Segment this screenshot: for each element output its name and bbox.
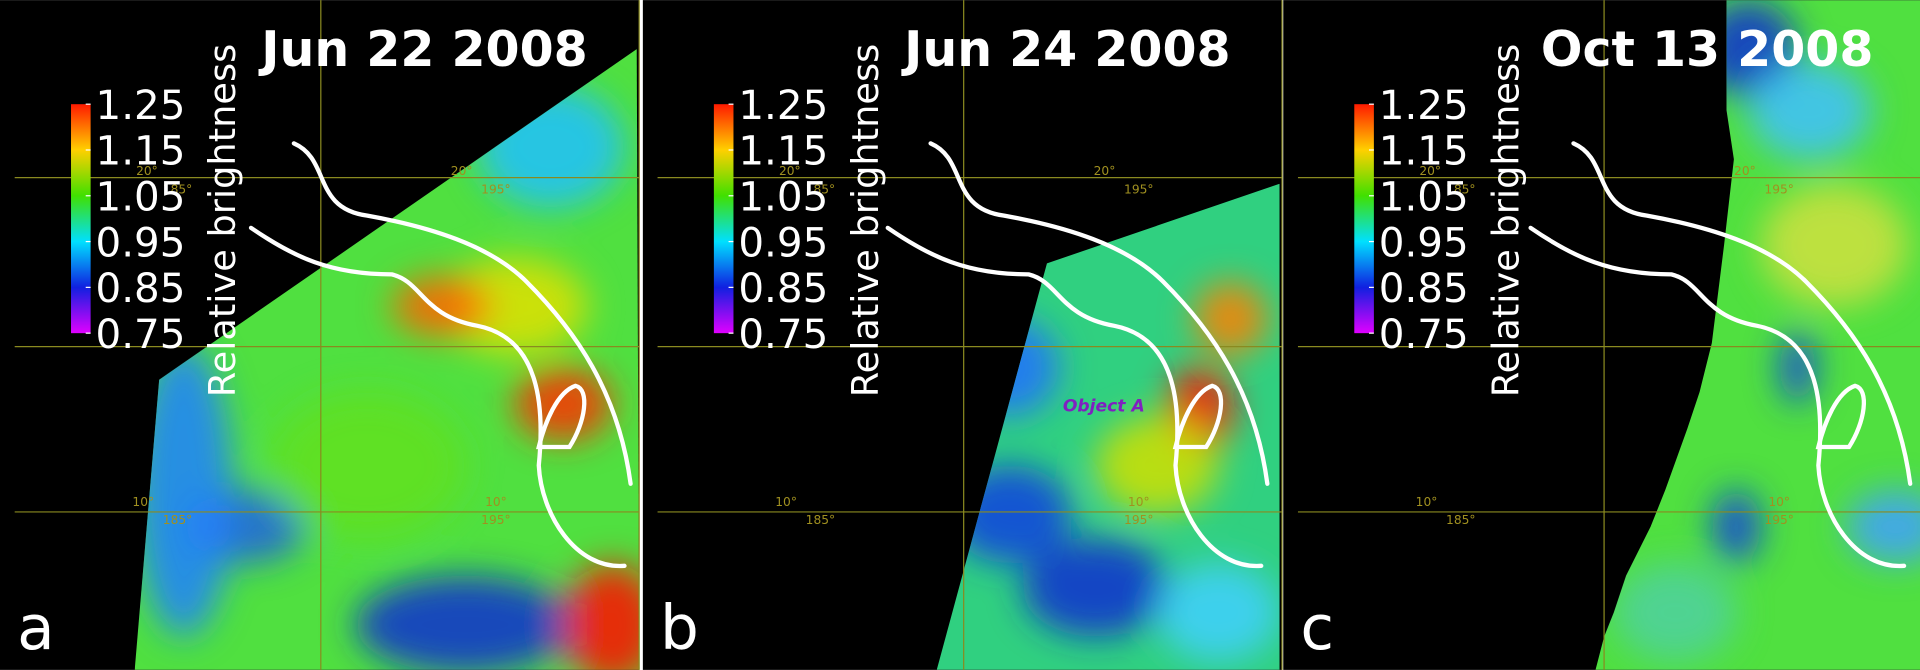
colorbar-tick-label: 0.75 (738, 310, 828, 358)
contour (1571, 141, 1913, 486)
contour (536, 383, 587, 450)
grid-label: 10° (132, 495, 154, 509)
colorbar-title: Relative brightness (1484, 44, 1527, 397)
panel-date: Oct 13 2008 (1541, 21, 1874, 78)
brightness-region (134, 342, 233, 637)
colorbar-tick-label: 1.05 (738, 172, 828, 220)
brightness-region (1157, 563, 1280, 662)
panel-label: c (1300, 593, 1334, 664)
colorbar-tick-label: 1.15 (96, 127, 186, 175)
colorbar-tick-label: 0.75 (1379, 310, 1469, 358)
contour (885, 225, 1264, 568)
grid-label: 185° (163, 513, 192, 527)
grid-label: 10° (1128, 495, 1150, 509)
colorbar (71, 104, 91, 334)
brightness-region (1760, 183, 1908, 307)
brightness-region (1846, 489, 1920, 564)
grid-label: 195° (1764, 513, 1793, 527)
grid-label: 195° (1124, 183, 1153, 197)
panel: 20° 185° 20° 195° 10° 185° 10° 195° 1.251.151.05… (0, 0, 640, 670)
brightness-region (1193, 281, 1268, 356)
panel: 20° 185° 20° 195° 10° 185° 10° 195° Object A 1.25… (642, 0, 1283, 670)
grid-label: 185° (806, 513, 835, 527)
brightness-region (1711, 489, 1761, 564)
brightness-region (391, 275, 490, 337)
colorbar-tick-label: 1.15 (1379, 127, 1469, 175)
grid-label: 195° (1764, 183, 1793, 197)
colorbar-tick-label: 0.75 (96, 310, 186, 358)
contour (1815, 383, 1866, 450)
colorbar-tick-label: 0.95 (96, 218, 186, 266)
brightness-map (936, 183, 1280, 670)
colorbar-tick-label: 1.05 (1379, 172, 1469, 220)
colorbar-tick-label: 1.25 (738, 81, 828, 129)
grid-label: 195° (481, 513, 510, 527)
grid-label: 20° (1734, 164, 1756, 178)
colorbar-title: Relative brightness (201, 44, 244, 397)
brightness-region (563, 563, 640, 670)
brightness-region (269, 391, 466, 539)
grid-label: 20° (1419, 164, 1441, 178)
grid-label: 185° (806, 183, 835, 197)
panel-date: Jun 22 2008 (258, 21, 587, 78)
grid-label: 195° (1124, 513, 1153, 527)
colorbar-tick-label: 0.85 (1379, 264, 1469, 312)
colorbar (1354, 104, 1374, 334)
grid-label: 20° (451, 164, 473, 178)
grid-label: 10° (1768, 495, 1790, 509)
panel-label: b (660, 593, 699, 664)
colorbar-tick-label: 0.95 (1379, 218, 1469, 266)
colorbar-tick-label: 1.25 (96, 81, 186, 129)
contour (928, 141, 1270, 486)
grid-label: 10° (775, 495, 797, 509)
colorbar-title: Relative brightness (844, 44, 887, 397)
annotation: Object A (1063, 397, 1145, 417)
panel-label: a (17, 593, 55, 664)
grid-label: 20° (136, 164, 158, 178)
brightness-region (1748, 61, 1872, 160)
contour (291, 141, 633, 486)
brightness-region (355, 575, 576, 670)
brightness-region (1022, 538, 1170, 637)
grid-label: 10° (1416, 495, 1438, 509)
brightness-region (440, 257, 588, 356)
brightness-region (1779, 330, 1816, 405)
contour (248, 225, 627, 568)
grid-label: 185° (1446, 183, 1475, 197)
colorbar-tick-label: 1.05 (96, 172, 186, 220)
grid-label: 195° (481, 183, 510, 197)
colorbar-tick-label: 0.85 (738, 264, 828, 312)
grid-label: 20° (1094, 164, 1116, 178)
colorbar-tick-label: 1.25 (1379, 81, 1469, 129)
map-texture (1613, 0, 1920, 662)
brightness-region (1095, 416, 1219, 515)
contour (1172, 383, 1224, 450)
brightness-region (1613, 563, 1737, 662)
grid-label: 20° (779, 164, 801, 178)
panel: 20° 185° 20° 195° 10° 185° 10° 195° 1.251.151.05… (1283, 0, 1920, 670)
grid-label: 10° (485, 495, 507, 509)
grid-label: 185° (163, 183, 192, 197)
colorbar-tick-label: 0.95 (738, 218, 828, 266)
colorbar (713, 104, 734, 334)
contour (1528, 225, 1907, 568)
colorbar-tick-label: 1.15 (738, 127, 828, 175)
panel-date: Jun 24 2008 (901, 21, 1230, 78)
colorbar-tick-label: 0.85 (96, 264, 186, 312)
grid-label: 185° (1446, 513, 1475, 527)
